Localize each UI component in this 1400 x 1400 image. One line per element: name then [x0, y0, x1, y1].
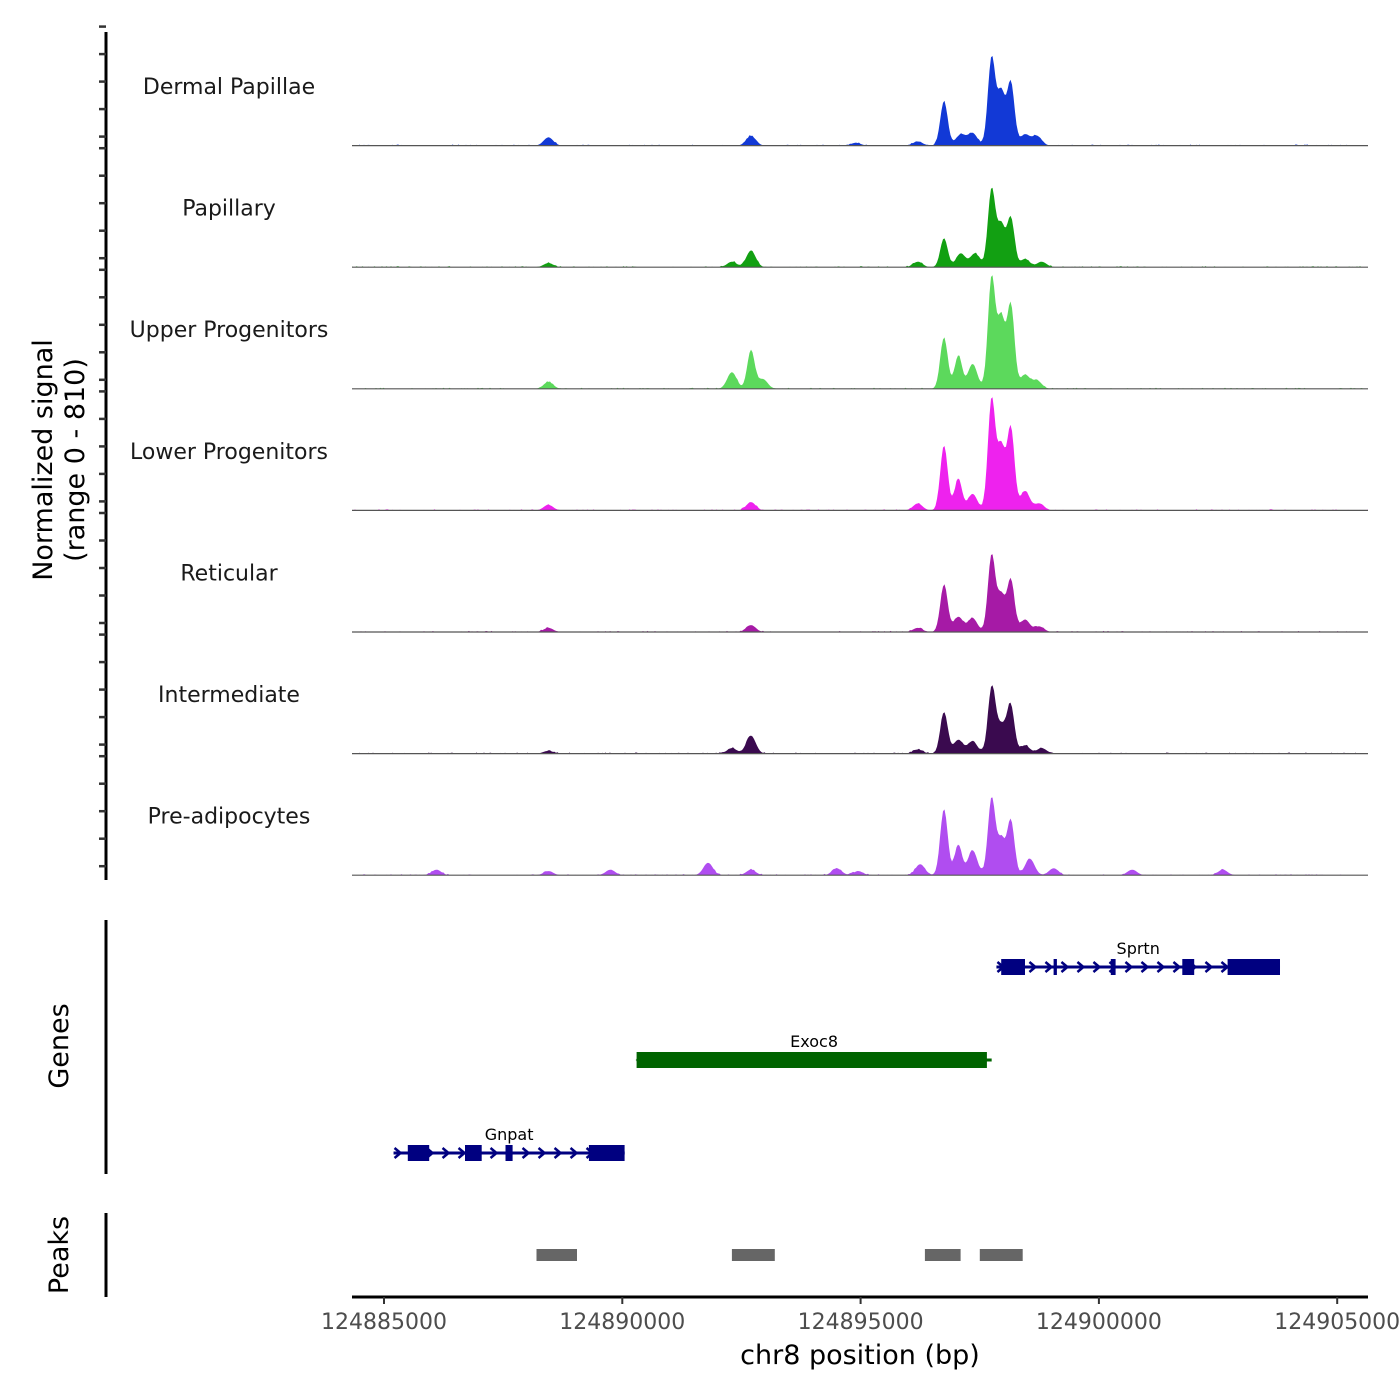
- gene-exon: [636, 1052, 987, 1068]
- track-label: Dermal Papillae: [143, 75, 315, 100]
- x-tick-label: 124890000: [559, 1310, 685, 1335]
- peak-region: [731, 1249, 775, 1261]
- signal-area: [352, 397, 1368, 511]
- track-dermal-papillae: Dermal Papillae: [143, 56, 1368, 147]
- y-axis-title-line1: Normalized signal: [28, 339, 59, 581]
- strand-arrow-icon: [489, 1147, 499, 1159]
- gene-exon: [1227, 959, 1280, 975]
- gene-exon: [1182, 959, 1195, 975]
- strand-arrow-icon: [393, 1147, 403, 1159]
- strand-arrow-icon: [1172, 961, 1182, 973]
- peak-region: [924, 1249, 961, 1261]
- signal-tracks: Dermal Papillae Papillary Upper Progenitor…: [130, 56, 1368, 876]
- signal-area: [352, 187, 1368, 268]
- signal-y-ticks: [99, 25, 106, 868]
- gene-label: Exoc8: [790, 1032, 838, 1051]
- signal-area: [352, 275, 1368, 389]
- strand-arrow-icon: [1028, 961, 1038, 973]
- strand-arrow-icon: [1140, 961, 1150, 973]
- strand-arrow-icon: [1204, 961, 1214, 973]
- track-intermediate: Intermediate: [158, 683, 1368, 755]
- gene-label: Sprtn: [1117, 939, 1160, 958]
- gene-exon: [1110, 959, 1116, 975]
- strand-arrow-icon: [1156, 961, 1166, 973]
- gene-exon: [465, 1145, 482, 1161]
- x-tick-label: 124885000: [321, 1310, 447, 1335]
- gene-exon: [505, 1145, 513, 1161]
- x-tick-label: 124900000: [1036, 1310, 1162, 1335]
- peaks-panel-label: Peaks: [44, 1216, 75, 1294]
- track-label: Reticular: [180, 561, 278, 586]
- strand-arrow-icon: [553, 1147, 563, 1159]
- track-label: Intermediate: [158, 683, 300, 708]
- strand-arrow-icon: [1092, 961, 1102, 973]
- strand-arrow-icon: [1044, 961, 1054, 973]
- y-axis-title: Normalized signal (range 0 - 810): [28, 339, 91, 581]
- gene-exon: [407, 1145, 430, 1161]
- gene-exon: [1053, 959, 1057, 975]
- strand-arrow-icon: [1076, 961, 1086, 973]
- peak-region: [979, 1249, 1023, 1261]
- signal-area: [352, 56, 1368, 146]
- track-reticular: Reticular: [180, 554, 1368, 633]
- strand-arrow-icon: [569, 1147, 579, 1159]
- strand-arrow-icon: [1124, 961, 1134, 973]
- strand-arrow-icon: [1220, 961, 1230, 973]
- y-axis-title-line2: (range 0 - 810): [60, 358, 91, 562]
- track-upper-progenitors: Upper Progenitors: [130, 275, 1368, 390]
- strand-arrow-icon: [441, 1147, 451, 1159]
- track-label: Pre-adipocytes: [148, 805, 311, 830]
- gene-exoc8: Exoc8: [635, 1032, 992, 1068]
- gene-label: Gnpat: [485, 1125, 534, 1144]
- peak-region: [536, 1249, 577, 1261]
- genes-panel-label: Genes: [44, 1003, 75, 1088]
- peaks-panel: [536, 1249, 1023, 1261]
- x-axis-ticks: 124885000 124890000 124895000 124900000 1249…: [321, 1297, 1400, 1335]
- strand-arrow-icon: [457, 1147, 467, 1159]
- gene-gnpat: Gnpat: [393, 1125, 625, 1161]
- gene-sprtn: Sprtn: [996, 939, 1281, 975]
- track-papillary: Papillary: [182, 187, 1368, 268]
- x-tick-label: 124895000: [798, 1310, 924, 1335]
- track-label: Papillary: [182, 197, 276, 222]
- strand-arrow-icon: [1060, 961, 1070, 973]
- genes-panel: Sprtn Exoc8 Gnpat: [393, 939, 1281, 1161]
- gene-exon: [1001, 959, 1025, 975]
- gene-exon: [588, 1145, 625, 1161]
- strand-arrow-icon: [537, 1147, 547, 1159]
- track-pre-adipocytes: Pre-adipocytes: [148, 797, 1368, 876]
- strand-arrow-icon: [521, 1147, 531, 1159]
- track-label: Lower Progenitors: [130, 440, 328, 465]
- track-lower-progenitors: Lower Progenitors: [130, 397, 1368, 511]
- x-tick-label: 124905000: [1274, 1310, 1400, 1335]
- x-axis-title: chr8 position (bp): [740, 1340, 980, 1371]
- signal-area: [352, 554, 1368, 632]
- signal-area: [352, 685, 1368, 754]
- signal-area: [352, 797, 1368, 876]
- track-label: Upper Progenitors: [130, 318, 329, 343]
